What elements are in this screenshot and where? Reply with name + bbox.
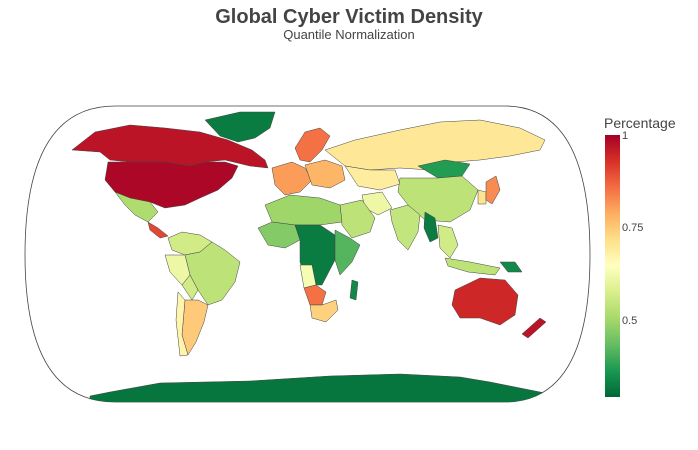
region-korea[interactable] (477, 189, 487, 205)
colorbar-title: Percentage (604, 115, 676, 131)
colorbar (605, 135, 620, 397)
region-southeast-asia[interactable] (437, 224, 459, 259)
colorbar-tick-075: 0.75 (622, 222, 644, 234)
colorbar-tick-1: 1 (622, 130, 629, 142)
region-mexico[interactable] (114, 191, 159, 223)
region-indonesia[interactable] (444, 257, 501, 276)
region-scandinavia[interactable] (294, 127, 331, 163)
region-eastern-europe[interactable] (304, 159, 346, 189)
region-japan[interactable] (485, 175, 501, 205)
region-russia[interactable] (324, 119, 546, 171)
region-greenland[interactable] (204, 111, 276, 143)
colorbar-tick-05: 0.5 (622, 315, 638, 327)
map-title: Global Cyber Victim Density (215, 6, 483, 28)
region-east-africa[interactable] (334, 229, 361, 276)
region-chile[interactable] (175, 291, 189, 357)
map-subtitle: Quantile Normalization (283, 27, 415, 42)
region-mongolia[interactable] (417, 159, 471, 179)
region-bolivia[interactable] (181, 274, 199, 301)
region-central-america[interactable] (147, 221, 169, 239)
region-south-africa[interactable] (309, 299, 339, 323)
region-arabian-peninsula[interactable] (339, 199, 376, 239)
region-antarctica[interactable] (89, 373, 561, 410)
region-india[interactable] (389, 204, 421, 251)
region-madagascar[interactable] (349, 279, 359, 301)
region-canada[interactable] (71, 124, 269, 169)
region-new-zealand[interactable] (521, 317, 547, 339)
region-namibia-botswana[interactable] (303, 284, 327, 306)
region-australia[interactable] (451, 277, 519, 326)
region-myanmar[interactable] (423, 211, 439, 243)
region-china[interactable] (397, 175, 479, 223)
region-papua-new-guinea[interactable] (499, 261, 523, 273)
region-western-europe[interactable] (271, 161, 313, 196)
